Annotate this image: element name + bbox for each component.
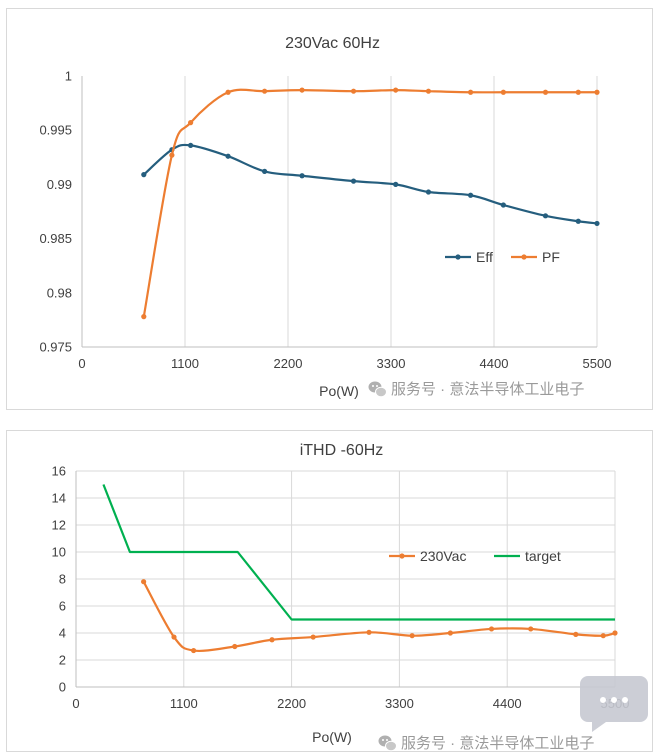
data-point-230vac — [171, 634, 177, 640]
y-tick-label: 4 — [59, 626, 66, 641]
chart-ithd: iTHD -60Hz 0 2 4 6 8 10 12 14 16 0 1100 2200 3300 4400… — [52, 442, 648, 752]
data-point-230vac — [269, 637, 275, 643]
x-tick-label: 4400 — [493, 696, 522, 711]
legend-marker — [399, 553, 405, 559]
legend-marker — [455, 254, 461, 260]
data-point-pf — [141, 314, 147, 320]
wechat-icon — [378, 735, 397, 752]
legend-label-target: target — [525, 548, 561, 564]
y-tick-label: 0.975 — [39, 340, 72, 355]
chart-title: 230Vac 60Hz — [285, 35, 380, 52]
data-point-pf — [261, 88, 268, 94]
data-point-eff — [500, 202, 506, 208]
y-tick-label: 0.985 — [39, 231, 72, 246]
x-axis-label: Po(W) — [312, 729, 352, 745]
data-point-230vac — [366, 629, 372, 635]
wechat-icon — [368, 381, 387, 398]
data-point-230vac — [488, 626, 495, 632]
data-point-eff — [141, 172, 147, 178]
data-point-pf — [500, 89, 506, 95]
chat-bubble-icon — [580, 676, 648, 732]
y-tick-label: 0.995 — [39, 123, 72, 138]
x-tick-label: 1100 — [170, 696, 198, 711]
y-tick-label: 16 — [52, 464, 66, 479]
x-tick-label: 0 — [78, 356, 85, 371]
data-point-eff — [188, 142, 194, 148]
data-point-pf — [575, 89, 581, 95]
y-tick-label: 2 — [59, 653, 66, 668]
y-tick-label: 0 — [59, 680, 66, 695]
y-tick-label: 1 — [65, 69, 72, 84]
data-point-eff — [225, 153, 231, 159]
y-tick-label: 0.99 — [47, 177, 72, 192]
data-point-230vac — [528, 626, 534, 632]
data-point-pf — [594, 89, 600, 95]
watermark-text: 服务号 · 意法半导体工业电子 — [401, 734, 594, 752]
data-point-230vac — [600, 633, 606, 639]
data-point-eff — [393, 181, 399, 187]
data-point-eff — [542, 213, 549, 219]
y-tick-label: 12 — [52, 518, 66, 533]
x-tick-label: 4400 — [480, 356, 509, 371]
chart-panel-ithd: iTHD -60Hz 0 2 4 6 8 10 12 14 16 0 1100 2200 3300 4400… — [6, 430, 653, 752]
x-tick-label: 1100 — [171, 356, 199, 371]
data-point-pf — [169, 152, 175, 158]
y-tick-label: 10 — [52, 545, 66, 560]
series-line-pf — [142, 88, 597, 317]
data-point-eff — [299, 173, 305, 179]
x-tick-label: 2200 — [274, 356, 303, 371]
data-point-230vac — [141, 579, 147, 585]
series-line-eff — [143, 143, 598, 225]
x-tick-label: 5500 — [583, 356, 612, 371]
legend-label-pf: PF — [542, 249, 560, 265]
data-point-eff — [594, 220, 600, 227]
legend-label-eff: Eff — [476, 249, 493, 265]
data-point-230vac — [447, 630, 453, 636]
chart-panel-efficiency-pf: 230Vac 60Hz 0.975 0.98 0.985 0.99 0.995 1 0 1100… — [6, 8, 653, 410]
y-tick-label: 14 — [52, 491, 66, 506]
data-point-pf — [225, 89, 231, 95]
data-point-pf — [467, 89, 474, 95]
data-point-230vac — [191, 647, 197, 654]
data-point-230vac — [409, 633, 415, 639]
data-point-pf — [188, 120, 194, 126]
x-axis-label: Po(W) — [319, 383, 359, 399]
y-tick-label: 8 — [59, 572, 66, 587]
x-tick-label: 3300 — [385, 696, 414, 711]
legend-label-230vac: 230Vac — [420, 548, 466, 564]
data-point-eff — [261, 168, 268, 174]
chart-efficiency-pf: 230Vac 60Hz 0.975 0.98 0.985 0.99 0.995 1 0 1100… — [39, 35, 612, 399]
data-point-230vac — [573, 631, 579, 637]
watermark-text: 服务号 · 意法半导体工业电子 — [391, 380, 584, 398]
data-point-230vac — [232, 643, 238, 650]
data-point-pf — [425, 88, 432, 94]
data-point-pf — [542, 89, 549, 95]
series-line-230vac — [142, 581, 616, 653]
data-point-eff — [467, 192, 474, 198]
y-tick-label: 6 — [59, 599, 66, 614]
data-point-230vac — [612, 630, 618, 636]
x-tick-label: 2200 — [277, 696, 306, 711]
series-line-target — [102, 484, 615, 621]
data-point-eff — [575, 218, 581, 224]
data-point-eff — [425, 189, 432, 195]
data-point-pf — [393, 87, 399, 93]
data-point-pf — [350, 88, 357, 94]
data-point-eff — [350, 178, 357, 184]
data-point-pf — [299, 87, 305, 93]
legend-marker — [521, 254, 527, 260]
y-tick-label: 0.98 — [47, 285, 72, 300]
x-tick-label: 3300 — [377, 356, 406, 371]
chart-title: iTHD -60Hz — [300, 442, 384, 459]
x-tick-label: 0 — [72, 696, 79, 711]
data-point-230vac — [310, 634, 316, 640]
